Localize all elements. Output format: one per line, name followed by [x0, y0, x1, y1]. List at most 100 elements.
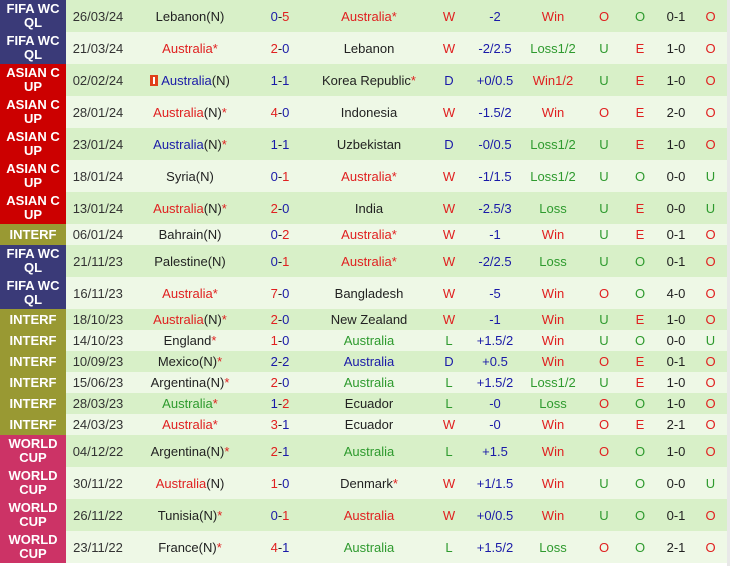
home-team-name[interactable]: Australia — [153, 312, 204, 327]
home-team-name[interactable]: Australia — [162, 417, 213, 432]
home-team-name[interactable]: Australia — [162, 396, 213, 411]
competition-label[interactable]: ASIAN CUP — [0, 64, 66, 96]
home-team-name[interactable]: Australia — [153, 136, 204, 152]
home-team-name[interactable]: Australia — [155, 475, 207, 491]
match-row[interactable]: ASIAN CUP02/02/24Australia(N)1-11-1Korea… — [0, 64, 727, 96]
full-time-score[interactable]: 1-01-0 — [250, 467, 310, 499]
home-team-name[interactable]: Australia — [161, 72, 212, 88]
home-team-name[interactable]: Australia — [162, 40, 213, 56]
competition-label[interactable]: FIFA WCQL — [0, 245, 66, 277]
match-row[interactable]: FIFA WCQL21/11/23Palestine(N)0-10-1Austr… — [0, 245, 727, 277]
competition-label[interactable]: INTERF — [0, 351, 66, 372]
match-row[interactable]: ASIAN CUP18/01/24Syria(N)0-10-1Australia… — [0, 160, 727, 192]
full-time-score[interactable]: 4-04-0 — [250, 96, 310, 128]
away-team-name[interactable]: Indonesia — [340, 104, 398, 120]
home-team-name[interactable]: Australia — [153, 104, 204, 120]
full-time-score[interactable]: 1-21-2 — [250, 393, 310, 414]
competition-label[interactable]: INTERF — [0, 393, 66, 414]
away-team-name[interactable]: Ecuador — [344, 396, 394, 411]
competition-label[interactable]: FIFA WCQL — [0, 32, 66, 64]
match-row[interactable]: ASIAN CUP28/01/24Australia(N)*4-04-0Indo… — [0, 96, 727, 128]
away-team-name[interactable]: Australia — [343, 354, 395, 369]
match-row[interactable]: ASIAN CUP23/01/24Australia(N)*1-11-1Uzbe… — [0, 128, 727, 160]
competition-label[interactable]: INTERF — [0, 224, 66, 245]
home-team-name[interactable]: Argentina — [150, 443, 207, 459]
home-team-name[interactable]: Australia — [162, 285, 213, 301]
full-time-score[interactable]: 0-10-1 — [250, 245, 310, 277]
full-time-score[interactable]: 1-11-1 — [250, 64, 310, 96]
competition-label[interactable]: WORLD CUP — [0, 531, 66, 563]
full-time-score[interactable]: 0-10-1 — [250, 160, 310, 192]
full-time-score[interactable]: 0-50-5 — [250, 0, 310, 32]
away-team-name[interactable]: Uzbekistan — [336, 136, 402, 152]
away-team-name[interactable]: India — [354, 200, 384, 216]
full-time-score[interactable]: 2-02-0 — [250, 192, 310, 224]
home-team-name[interactable]: France — [158, 539, 199, 555]
competition-label[interactable]: INTERF — [0, 309, 66, 330]
competition-label[interactable]: INTERF — [0, 330, 66, 351]
home-team-name[interactable]: Tunisia — [157, 507, 200, 523]
away-team-name[interactable]: Denmark — [340, 475, 393, 491]
competition-label[interactable]: INTERF — [0, 414, 66, 435]
match-row[interactable]: FIFA WCQL16/11/23Australia*7-07-0Banglad… — [0, 277, 727, 309]
full-time-score[interactable]: 2-02-0 — [250, 372, 310, 393]
away-team-name[interactable]: Korea Republic — [322, 72, 411, 88]
away-team-name[interactable]: Australia — [343, 375, 395, 390]
match-row[interactable]: WORLD CUP26/11/22Tunisia(N)*0-10-1Austra… — [0, 499, 727, 531]
full-time-score[interactable]: 2-12-1 — [250, 435, 310, 467]
match-row[interactable]: INTERF14/10/23England*1-01-0AustraliaL+1… — [0, 330, 727, 351]
away-team-name[interactable]: Australia — [343, 443, 395, 459]
home-team-name[interactable]: Bahrain — [158, 227, 204, 242]
home-team-name[interactable]: Australia — [153, 200, 204, 216]
away-team-name[interactable]: Australia — [341, 168, 392, 184]
match-row[interactable]: ASIAN CUP13/01/24Australia(N)*2-02-0Indi… — [0, 192, 727, 224]
match-row[interactable]: INTERF28/03/23Australia*1-21-2EcuadorL-0… — [0, 393, 727, 414]
competition-label[interactable]: INTERF — [0, 372, 66, 393]
match-row[interactable]: FIFA WCQL26/03/24Lebanon(N)0-50-5Austral… — [0, 0, 727, 32]
full-time-score[interactable]: 2-02-0 — [250, 309, 310, 330]
full-time-score[interactable]: 1-01-0 — [250, 330, 310, 351]
away-team-name[interactable]: Ecuador — [344, 417, 394, 432]
away-team-name[interactable]: Australia — [343, 507, 395, 523]
full-time-score[interactable]: 7-07-0 — [250, 277, 310, 309]
home-team-name[interactable]: Palestine — [154, 253, 208, 269]
scrollbar[interactable] — [727, 0, 730, 566]
match-row[interactable]: WORLD CUP04/12/22Argentina(N)*2-12-1Aust… — [0, 435, 727, 467]
home-team-name[interactable]: England — [163, 333, 212, 348]
match-row[interactable]: INTERF06/01/24Bahrain(N)0-20-2Australia*… — [0, 224, 727, 245]
match-row[interactable]: INTERF10/09/23Mexico(N)*2-22-2AustraliaD… — [0, 351, 727, 372]
match-row[interactable]: WORLD CUP23/11/22France(N)*4-14-1Austral… — [0, 531, 727, 563]
full-time-score[interactable]: 0-20-2 — [250, 224, 310, 245]
home-team-name[interactable]: Lebanon — [155, 8, 207, 24]
competition-label[interactable]: FIFA WCQL — [0, 0, 66, 32]
away-team-name[interactable]: New Zealand — [330, 312, 408, 327]
away-team-name[interactable]: Australia — [341, 8, 392, 24]
match-row[interactable]: INTERF15/06/23Argentina(N)*2-02-0Austral… — [0, 372, 727, 393]
match-row[interactable]: INTERF24/03/23Australia*3-13-1EcuadorW-0… — [0, 414, 727, 435]
competition-label[interactable]: WORLD CUP — [0, 435, 66, 467]
away-team-name[interactable]: Bangladesh — [334, 285, 404, 301]
competition-label[interactable]: ASIAN CUP — [0, 96, 66, 128]
full-time-score[interactable]: 3-13-1 — [250, 414, 310, 435]
home-team-name[interactable]: Mexico — [157, 354, 200, 369]
full-time-score[interactable]: 2-22-2 — [250, 351, 310, 372]
full-time-score[interactable]: 1-11-1 — [250, 128, 310, 160]
match-row[interactable]: WORLD CUP30/11/22Australia(N)1-01-0Denma… — [0, 467, 727, 499]
full-time-score[interactable]: 4-14-1 — [250, 531, 310, 563]
competition-label[interactable]: FIFA WCQL — [0, 277, 66, 309]
away-team-name[interactable]: Australia — [341, 227, 392, 242]
competition-label[interactable]: ASIAN CUP — [0, 128, 66, 160]
full-time-score[interactable]: 0-10-1 — [250, 499, 310, 531]
away-team-name[interactable]: Australia — [343, 539, 395, 555]
competition-label[interactable]: WORLD CUP — [0, 467, 66, 499]
competition-label[interactable]: ASIAN CUP — [0, 192, 66, 224]
competition-label[interactable]: ASIAN CUP — [0, 160, 66, 192]
home-team-name[interactable]: Syria — [166, 168, 196, 184]
match-row[interactable]: FIFA WCQL21/03/24Australia*2-02-0Lebanon… — [0, 32, 727, 64]
competition-label[interactable]: WORLD CUP — [0, 499, 66, 531]
away-team-name[interactable]: Australia — [343, 333, 395, 348]
full-time-score[interactable]: 2-02-0 — [250, 32, 310, 64]
home-team-name[interactable]: Argentina — [150, 375, 207, 390]
away-team-name[interactable]: Australia — [341, 253, 392, 269]
